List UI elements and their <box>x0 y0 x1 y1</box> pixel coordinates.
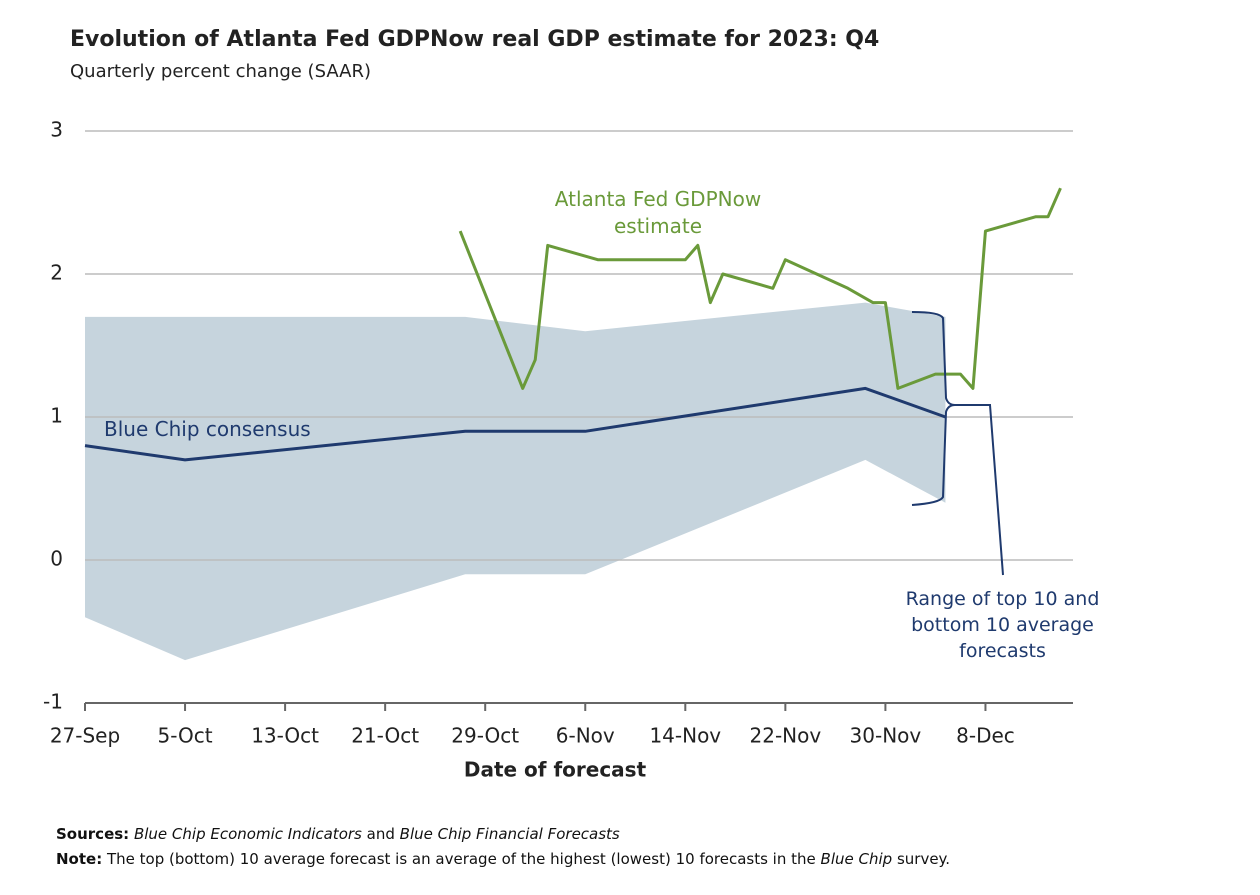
range-connector <box>955 404 1004 576</box>
source-joiner: and <box>366 825 395 843</box>
note: Note: The top (bottom) 10 average foreca… <box>56 848 996 870</box>
source: Blue Chip Financial Forecasts <box>399 825 620 843</box>
chart-title: Evolution of Atlanta Fed GDPNow real GDP… <box>70 27 879 52</box>
note-text: The top (bottom) 10 average forecast is … <box>106 850 816 868</box>
chart-subtitle: Quarterly percent change (SAAR) <box>70 61 371 82</box>
x-tick-label: 5-Oct <box>158 724 213 748</box>
x-tick-label: 21-Oct <box>351 724 419 748</box>
x-tick-label: 22-Nov <box>750 724 822 748</box>
x-axis-label: Date of forecast <box>464 758 647 782</box>
sources: Sources: Blue Chip Economic Indicators a… <box>56 823 996 845</box>
note-text: survey. <box>896 850 951 868</box>
x-tick-label: 8-Dec <box>956 724 1015 748</box>
note-text: Blue Chip <box>820 850 893 868</box>
x-tick-label: 30-Nov <box>850 724 922 748</box>
y-tick-label: 2 <box>50 261 63 285</box>
note-label: Note: <box>56 850 103 868</box>
plot-area: -1 0 1 2 3 27-Sep 5-Oct 13-Oct 21-Oct 29-Oct 6-Nov… <box>43 118 1073 748</box>
x-tick-label: 6-Nov <box>556 724 615 748</box>
x-tick-label: 13-Oct <box>251 724 319 748</box>
source: Blue Chip Economic Indicators <box>133 825 362 843</box>
series-line <box>458 187 1062 390</box>
y-tick-label: -1 <box>43 690 63 714</box>
consensus-label: Blue Chip consensus <box>104 417 311 441</box>
x-tick-label: 27-Sep <box>50 724 120 748</box>
y-tick-label: 3 <box>50 118 63 142</box>
x-tick-label: 29-Oct <box>451 724 519 748</box>
range-band <box>85 302 946 661</box>
series-line <box>84 386 946 462</box>
range-label: Range of top 10 and bottom 10 average fo… <box>905 588 1100 662</box>
x-tick-label: 14-Nov <box>649 724 721 748</box>
sources-label: Sources: <box>56 825 130 843</box>
y-tick-label: 0 <box>50 547 63 571</box>
gdpnow-label: Atlanta Fed GDPNow estimate <box>554 187 762 238</box>
y-tick-label: 1 <box>50 404 63 428</box>
